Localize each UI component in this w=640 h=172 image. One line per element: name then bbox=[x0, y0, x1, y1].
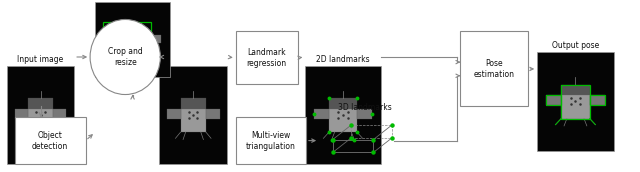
Bar bbox=[180, 98, 206, 110]
Bar bbox=[589, 95, 605, 105]
Bar bbox=[236, 117, 306, 164]
Bar bbox=[167, 109, 180, 119]
Bar bbox=[357, 109, 372, 119]
Text: Multi-view
triangulation: Multi-view triangulation bbox=[246, 131, 296, 151]
Text: Crop and
resize: Crop and resize bbox=[108, 47, 143, 67]
Bar bbox=[53, 109, 67, 119]
Bar bbox=[461, 31, 527, 106]
Bar bbox=[95, 2, 170, 77]
Bar bbox=[103, 22, 151, 58]
Bar bbox=[589, 95, 605, 105]
Bar bbox=[118, 35, 147, 53]
Bar bbox=[561, 85, 589, 119]
Ellipse shape bbox=[90, 19, 161, 95]
Bar bbox=[159, 66, 227, 164]
Text: Landmark
regression: Landmark regression bbox=[246, 48, 287, 68]
Bar bbox=[28, 98, 53, 110]
Bar bbox=[329, 109, 357, 132]
Bar bbox=[546, 95, 561, 105]
Text: Output pose: Output pose bbox=[552, 41, 599, 50]
Bar bbox=[15, 117, 86, 164]
Bar bbox=[206, 109, 220, 119]
Bar bbox=[28, 109, 53, 132]
Text: Object
detection: Object detection bbox=[32, 131, 68, 151]
Bar bbox=[180, 109, 206, 132]
Bar bbox=[104, 35, 118, 43]
Bar bbox=[15, 109, 28, 119]
Bar bbox=[537, 52, 614, 151]
Bar bbox=[561, 85, 589, 97]
Text: 3D landmarks: 3D landmarks bbox=[338, 103, 392, 112]
Text: 2D landmarks: 2D landmarks bbox=[316, 55, 370, 64]
Bar bbox=[546, 95, 561, 105]
Bar bbox=[314, 109, 329, 119]
Text: Pose
estimation: Pose estimation bbox=[474, 59, 515, 79]
Bar bbox=[561, 95, 589, 119]
Bar bbox=[329, 98, 357, 110]
Bar bbox=[305, 66, 381, 164]
Bar bbox=[236, 31, 298, 84]
Bar bbox=[147, 35, 161, 43]
Bar bbox=[118, 27, 147, 36]
Bar bbox=[7, 66, 74, 164]
Text: Input image: Input image bbox=[17, 55, 64, 64]
